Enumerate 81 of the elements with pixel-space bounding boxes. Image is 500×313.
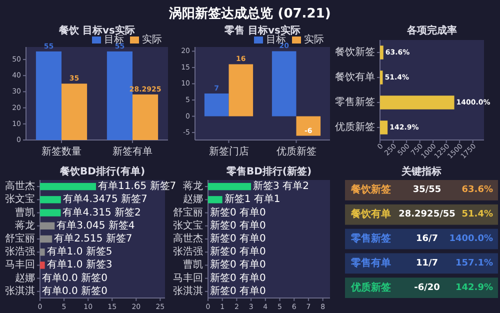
data-label: 有单0.0 新签0 [42, 272, 108, 284]
y-tick-label: 舒宝丽 [173, 206, 203, 218]
text: -6/20 [414, 282, 440, 293]
y-tick-label: 零售新签 [335, 96, 375, 108]
y-tick-label: 高世杰 [5, 180, 35, 192]
text: 63.6% [462, 185, 493, 196]
y-tick-label: 张文宝 [5, 193, 35, 206]
y-tick-label: 曹凯 [183, 258, 203, 271]
bar [62, 84, 88, 140]
bar [228, 64, 254, 116]
text: 零售新签 [350, 232, 391, 244]
y-tick-label: 赵娜 [15, 272, 35, 284]
data-label: 新签0 有单0 [210, 246, 266, 258]
text: 餐饮新签 [350, 184, 391, 196]
text: 142.9% [456, 282, 493, 293]
bar [40, 182, 96, 190]
chart-title: 零售BD排行(新签) [225, 166, 312, 178]
data-label: 新签0 有单0 [210, 232, 266, 244]
y-tick-label: 餐饮新签 [335, 46, 375, 58]
text: 16/7 [416, 234, 438, 244]
data-label: 新签0 有单0 [210, 219, 266, 232]
text: 关键指标 [400, 166, 442, 178]
data-label: 有单0.0 新签0 [42, 284, 108, 297]
x-tick-label: 新签有单 [112, 146, 152, 158]
text: 157.1% [456, 258, 493, 268]
y-tick-label: 马丰回 [5, 258, 35, 271]
y-tick-label: 张文宝 [173, 219, 203, 232]
data-label: 新签0 有单0 [210, 258, 266, 271]
chart-title: 餐饮 目标vs实际 [58, 24, 135, 36]
data-label: 有单2.515 新签7 [54, 232, 132, 244]
bar [272, 51, 296, 116]
bar [296, 116, 321, 136]
bar [204, 94, 229, 116]
bar [40, 209, 61, 216]
legend-label: 实际 [142, 34, 162, 46]
bar [40, 248, 45, 256]
y-tick-label: 张淇淇 [5, 284, 35, 297]
data-label: 新签0 有单0 [210, 284, 266, 297]
bar [36, 51, 62, 140]
bar [40, 222, 55, 230]
text: 51.4% [462, 210, 493, 220]
text: 1400.0% [449, 234, 493, 244]
data-label: 新签0 有单0 [210, 206, 266, 218]
y-tick-label: 餐饮有单 [335, 71, 375, 83]
y-tick-label: 曹凯 [15, 206, 35, 218]
x-tick-label: 优质新签 [276, 146, 316, 158]
x-tick-label: 新签门店 [208, 146, 249, 158]
legend-label: 实际 [304, 34, 324, 46]
data-label: 新签1 有单1 [224, 193, 280, 206]
data-label: 有单11.65 新签7 [98, 180, 176, 192]
text: 28.2925/55 [398, 210, 456, 220]
chart-title: 各项完成率 [406, 24, 457, 36]
bar [40, 235, 52, 243]
bar [40, 196, 61, 204]
y-tick-label: 马丰回 [173, 272, 203, 284]
y-tick-label: 赵娜 [183, 193, 203, 206]
y-tick-label: 优质新签 [335, 121, 375, 133]
x-tick-label: 新签数量 [42, 146, 82, 158]
data-label: 有单3.045 新签4 [56, 219, 135, 232]
data-label: 有单4.315 新签2 [62, 206, 141, 218]
data-label: 有单1.0 新签5 [46, 246, 112, 258]
text: 零售有单 [350, 256, 391, 269]
bar [40, 262, 45, 269]
y-tick-label: 张浩强 [5, 246, 35, 258]
data-label: 有单1.0 新签3 [46, 258, 112, 271]
y-tick-label: 高世杰 [173, 232, 203, 244]
y-tick-label: 蒋龙 [15, 219, 35, 232]
y-tick-label: 舒宝丽 [5, 232, 35, 244]
text: 35/55 [412, 185, 442, 196]
y-tick-label: 张淇淇 [173, 284, 203, 297]
y-tick-label: 张浩强 [173, 246, 203, 258]
bar [132, 94, 158, 140]
data-label: 新签3 有单2 [253, 180, 309, 192]
y-tick-label: 蒋龙 [183, 180, 203, 192]
data-label: 有单4.3475 新签7 [62, 193, 148, 206]
text: 涡阳新签达成总览 (07.21) [168, 6, 331, 22]
text: 优质新签 [350, 281, 391, 294]
text: 餐饮有单 [350, 208, 391, 220]
text: 11/7 [416, 258, 438, 268]
chart-title: 餐饮BD排行(有单) [58, 166, 146, 178]
data-label: 新签0 有单0 [210, 272, 266, 284]
